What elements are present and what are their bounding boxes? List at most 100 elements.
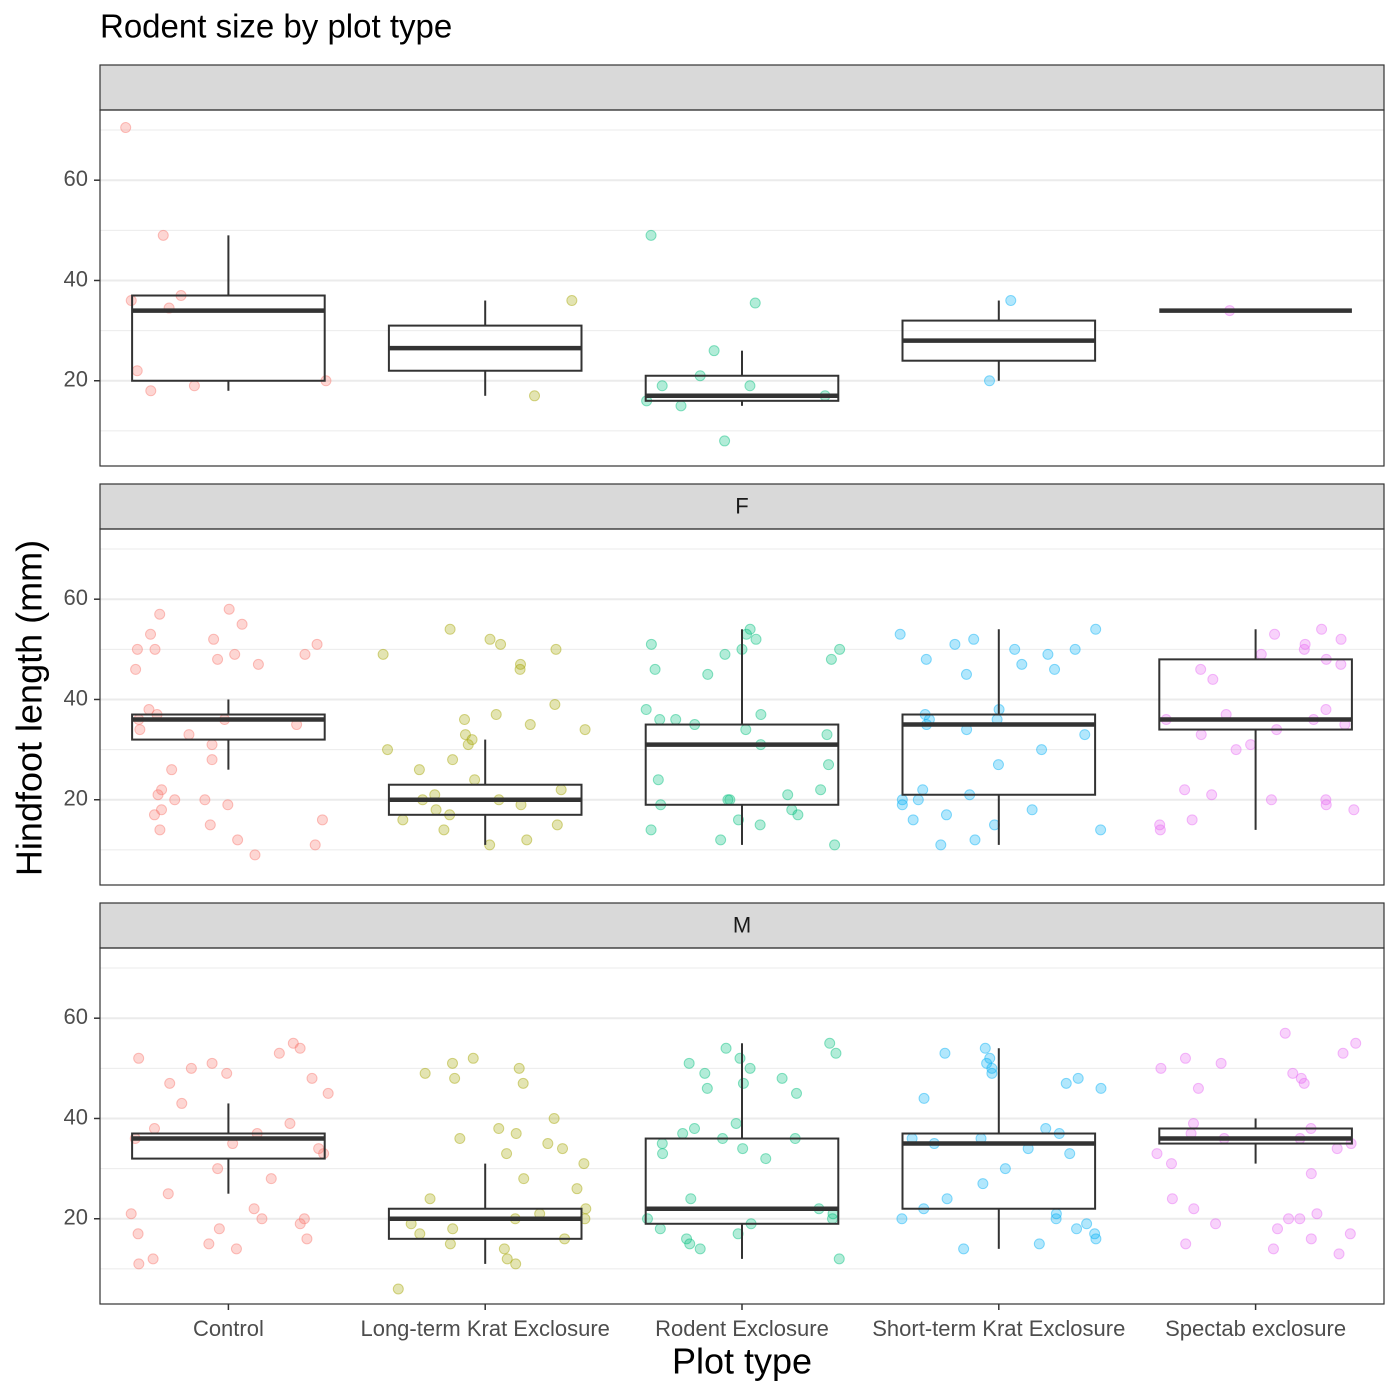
point bbox=[1294, 1213, 1306, 1225]
point bbox=[252, 658, 264, 670]
point bbox=[1186, 814, 1198, 826]
point bbox=[273, 1047, 285, 1059]
point bbox=[199, 794, 211, 806]
point bbox=[120, 122, 132, 134]
point bbox=[1090, 623, 1102, 635]
point bbox=[134, 724, 146, 736]
point bbox=[960, 668, 972, 680]
point bbox=[1265, 794, 1277, 806]
point bbox=[1210, 1218, 1222, 1230]
point bbox=[907, 814, 919, 826]
panel-border bbox=[99, 109, 1385, 467]
point bbox=[579, 724, 591, 736]
strip-label: F bbox=[735, 493, 748, 518]
point bbox=[1179, 784, 1191, 796]
point bbox=[1042, 648, 1054, 660]
point bbox=[732, 814, 744, 826]
point bbox=[130, 663, 142, 675]
point bbox=[419, 1067, 431, 1079]
point bbox=[125, 1208, 137, 1220]
box bbox=[387, 1207, 583, 1240]
point bbox=[1255, 648, 1267, 660]
y-tick-label: 60 bbox=[64, 585, 88, 610]
point bbox=[1320, 794, 1332, 806]
point bbox=[549, 698, 561, 710]
point bbox=[1154, 824, 1166, 836]
box bbox=[901, 1132, 1097, 1210]
point bbox=[1187, 1117, 1199, 1129]
point bbox=[834, 643, 846, 655]
box bbox=[644, 723, 840, 806]
point bbox=[1154, 819, 1166, 831]
point bbox=[645, 824, 657, 836]
point bbox=[1195, 729, 1207, 741]
point bbox=[986, 1062, 998, 1074]
point bbox=[1269, 628, 1281, 640]
point bbox=[984, 1052, 996, 1064]
y-tick-label: 20 bbox=[64, 367, 88, 392]
point bbox=[311, 638, 323, 650]
point bbox=[444, 623, 456, 635]
point bbox=[1026, 804, 1038, 816]
point bbox=[449, 1072, 461, 1084]
point bbox=[1316, 623, 1328, 635]
y-tick-label: 60 bbox=[64, 1004, 88, 1029]
point bbox=[701, 1082, 713, 1094]
point bbox=[446, 1057, 458, 1069]
point bbox=[510, 1128, 522, 1140]
y-axis-label: Hindfoot length (mm) bbox=[9, 540, 50, 876]
point bbox=[740, 724, 752, 736]
point bbox=[169, 794, 181, 806]
point bbox=[133, 1258, 145, 1270]
chart-title: Rodent size by plot type bbox=[100, 8, 452, 45]
point bbox=[1272, 1223, 1284, 1235]
point bbox=[999, 1163, 1011, 1175]
point bbox=[148, 809, 160, 821]
point bbox=[521, 834, 533, 846]
point bbox=[1036, 744, 1048, 756]
point bbox=[724, 794, 736, 806]
point bbox=[513, 1062, 525, 1074]
point bbox=[154, 608, 166, 620]
point bbox=[459, 714, 471, 726]
point bbox=[940, 809, 952, 821]
point bbox=[1245, 739, 1257, 751]
point bbox=[645, 229, 657, 241]
point bbox=[917, 784, 929, 796]
point bbox=[1165, 1158, 1177, 1170]
point bbox=[222, 799, 234, 811]
point bbox=[1049, 663, 1061, 675]
point bbox=[681, 1233, 693, 1245]
point bbox=[133, 1052, 145, 1064]
point bbox=[152, 789, 164, 801]
point bbox=[941, 1193, 953, 1205]
point bbox=[699, 1067, 711, 1079]
point bbox=[830, 1047, 842, 1059]
point bbox=[1040, 1123, 1052, 1135]
point bbox=[188, 380, 200, 392]
point bbox=[1072, 1072, 1084, 1084]
point bbox=[438, 824, 450, 836]
point bbox=[156, 804, 168, 816]
point bbox=[145, 385, 157, 397]
point bbox=[212, 1163, 224, 1175]
point bbox=[414, 1228, 426, 1240]
point bbox=[484, 633, 496, 645]
point bbox=[749, 297, 761, 309]
point bbox=[1337, 1047, 1349, 1059]
point bbox=[1348, 804, 1360, 816]
point bbox=[221, 1067, 233, 1079]
point bbox=[301, 1233, 313, 1245]
point bbox=[791, 1087, 803, 1099]
point bbox=[657, 1148, 669, 1160]
point bbox=[750, 633, 762, 645]
x-axis-label: Plot type bbox=[672, 1341, 812, 1382]
point bbox=[501, 1253, 513, 1265]
point bbox=[1179, 1052, 1191, 1064]
point bbox=[645, 638, 657, 650]
point bbox=[1287, 1067, 1299, 1079]
point bbox=[515, 658, 527, 670]
point bbox=[1089, 1228, 1101, 1240]
